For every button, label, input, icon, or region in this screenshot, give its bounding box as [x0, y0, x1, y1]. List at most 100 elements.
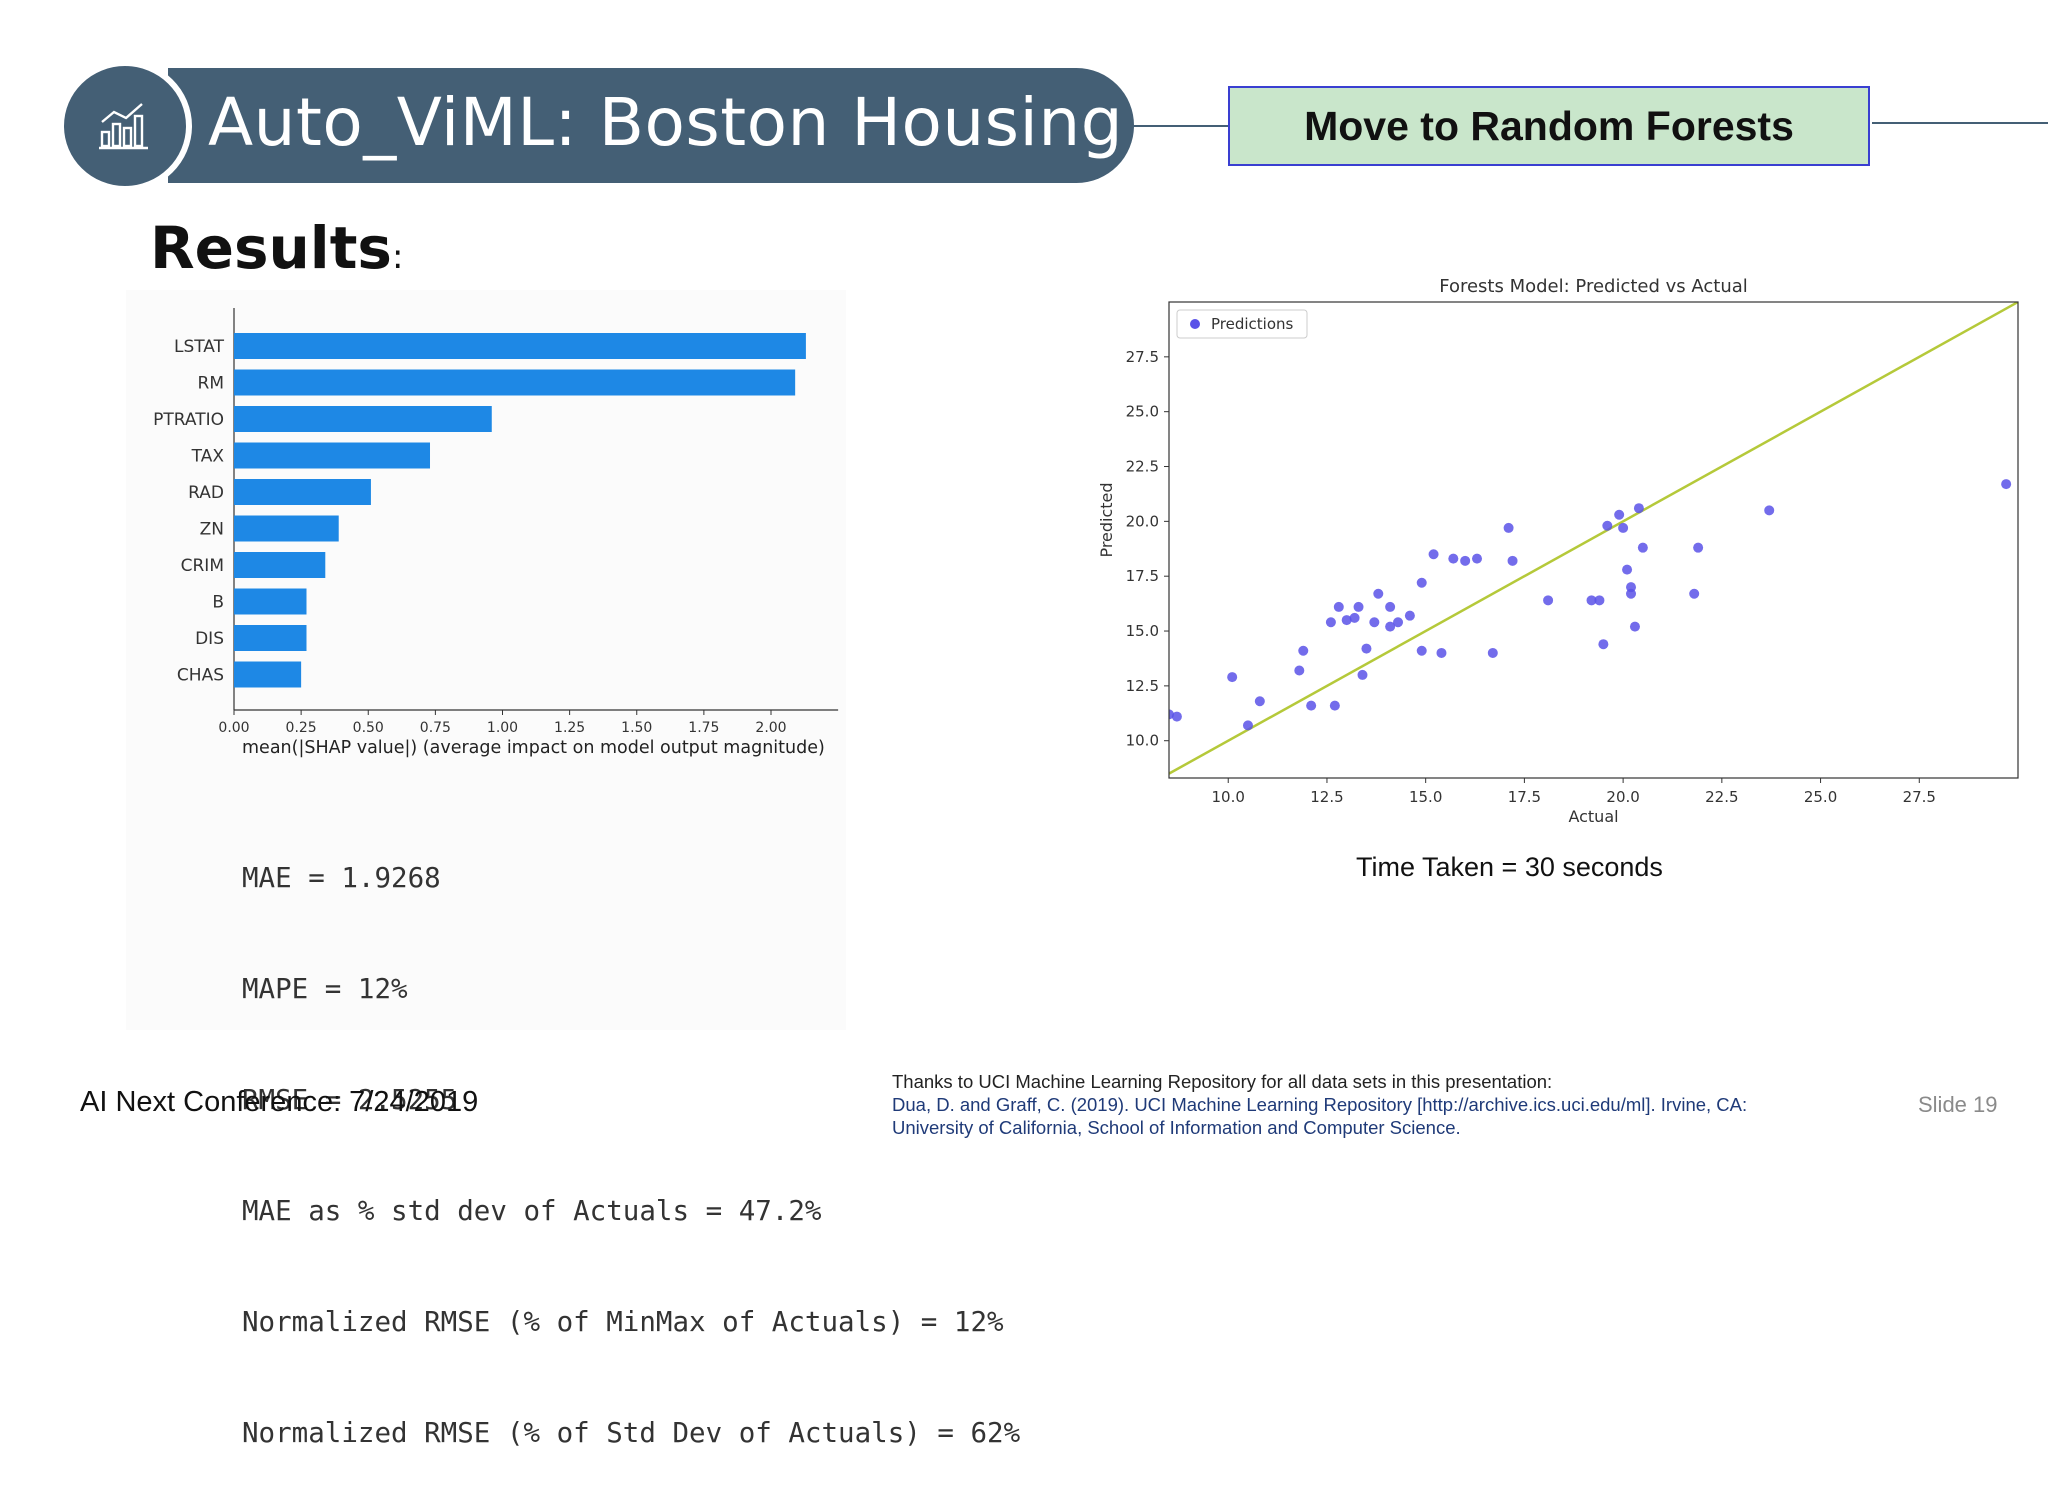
x-tick-label: 0.50	[353, 720, 384, 736]
prediction-point	[1385, 601, 1396, 612]
x-tick-label: 22.5	[1705, 788, 1738, 806]
prediction-point	[1393, 617, 1404, 628]
prediction-point	[1353, 601, 1364, 612]
reference-line	[1169, 302, 2018, 775]
credits-block: Thanks to UCI Machine Learning Repositor…	[892, 1070, 1747, 1139]
prediction-point	[1764, 505, 1775, 516]
x-tick-label: 27.5	[1903, 788, 1936, 806]
prediction-point	[1385, 621, 1396, 632]
x-tick-label: 1.25	[554, 720, 585, 736]
prediction-point	[2001, 479, 2012, 490]
x-tick-label: 17.5	[1508, 788, 1541, 806]
prediction-point	[1543, 595, 1554, 606]
credits-line: Thanks to UCI Machine Learning Repositor…	[892, 1071, 1553, 1092]
prediction-point	[1614, 509, 1625, 520]
y-tick-label: 20.0	[1126, 512, 1159, 530]
slide-number: Slide 19	[1918, 1092, 1998, 1117]
prediction-point	[1622, 564, 1633, 575]
prediction-point	[1227, 672, 1238, 683]
credits-line: University of California, School of Info…	[892, 1117, 1461, 1138]
prediction-point	[1602, 520, 1613, 531]
plot-frame	[1168, 301, 2019, 779]
prediction-point	[1361, 643, 1372, 654]
shap-bar	[234, 515, 339, 542]
prediction-point	[1487, 647, 1498, 658]
conference-footer: AI Next Conference: 7/24/2019	[80, 1086, 479, 1118]
prediction-point	[1333, 601, 1344, 612]
y-tick-label: 15.0	[1126, 622, 1159, 640]
x-tick-label: 0.75	[420, 720, 451, 736]
shap-bar	[234, 625, 307, 651]
prediction-point	[1618, 522, 1629, 533]
x-axis-label: Actual	[1568, 807, 1618, 826]
x-tick-label: 1.75	[688, 720, 719, 736]
prediction-point	[1586, 595, 1597, 606]
title-badge	[58, 60, 192, 192]
connector-line	[1134, 125, 1230, 127]
feature-label: B	[212, 593, 224, 613]
prediction-point	[1242, 720, 1253, 731]
prediction-point	[1689, 588, 1700, 599]
credits-line: Dua, D. and Graff, C. (2019). UCI Machin…	[892, 1094, 1748, 1115]
metric-rmse: RMSE = 2.5255	[242, 1084, 458, 1116]
prediction-point	[1460, 555, 1471, 566]
x-tick-label: 0.25	[286, 720, 317, 736]
move-to-random-forests-callout: Move to Random Forests	[1228, 86, 1870, 166]
page-title: Auto_ViML: Boston Housing	[208, 84, 1124, 161]
legend-label: Predictions	[1211, 315, 1294, 333]
prediction-point	[1357, 669, 1368, 680]
prediction-point	[1693, 542, 1704, 553]
x-tick-label: 1.00	[487, 720, 518, 736]
prediction-point	[1416, 645, 1427, 656]
x-tick-label: 25.0	[1804, 788, 1837, 806]
shap-bar	[234, 552, 326, 578]
prediction-point	[1472, 553, 1483, 564]
legend-box	[1176, 309, 1308, 339]
metric-nrmse-std: Normalized RMSE (% of Std Dev of Actuals…	[242, 1417, 1021, 1449]
prediction-point	[1294, 665, 1305, 676]
shap-bar	[234, 406, 492, 432]
legend-marker	[1190, 319, 1200, 329]
prediction-point	[1171, 711, 1182, 722]
metric-mae-pct-std: MAE as % std dev of Actuals = 47.2%	[242, 1195, 822, 1227]
y-axis-label: Predicted	[1097, 482, 1116, 557]
shap-bar	[234, 661, 302, 688]
y-tick-label: 17.5	[1126, 567, 1159, 585]
metric-nrmse-minmax: Normalized RMSE (% of MinMax of Actuals)…	[242, 1306, 1004, 1338]
connector-line	[1872, 122, 2048, 124]
prediction-point	[1325, 617, 1336, 628]
x-tick-label: 1.50	[621, 720, 652, 736]
results-heading-colon: :	[391, 237, 404, 277]
x-tick-label: 20.0	[1606, 788, 1639, 806]
prediction-point	[1369, 617, 1380, 628]
prediction-point	[1633, 503, 1644, 514]
prediction-point	[1416, 577, 1427, 588]
y-tick-label: 12.5	[1126, 677, 1159, 695]
results-heading: Results:	[150, 214, 403, 282]
feature-label: RM	[198, 374, 224, 394]
prediction-point	[1594, 595, 1605, 606]
feature-label: RAD	[188, 483, 224, 503]
feature-label: DIS	[195, 629, 224, 649]
chart-title: Forests Model: Predicted vs Actual	[1439, 276, 1748, 297]
feature-label: PTRATIO	[153, 410, 224, 430]
time-taken: Time Taken = 30 seconds	[1356, 852, 1663, 882]
y-tick-label: 22.5	[1126, 458, 1159, 476]
prediction-point	[1507, 555, 1518, 566]
prediction-point	[1629, 621, 1640, 632]
x-tick-label: 15.0	[1409, 788, 1442, 806]
prediction-point	[1349, 612, 1360, 623]
feature-label: LSTAT	[174, 337, 225, 357]
metric-mae: MAE = 1.9268	[242, 862, 441, 894]
prediction-point	[1298, 645, 1309, 656]
prediction-point	[1404, 610, 1415, 621]
feature-label: ZN	[200, 520, 224, 540]
prediction-point	[1254, 696, 1265, 707]
prediction-point	[1637, 542, 1648, 553]
prediction-point	[1436, 647, 1447, 658]
title-banner	[168, 68, 1134, 183]
feature-label: CHAS	[177, 666, 224, 686]
feature-label: CRIM	[181, 556, 224, 576]
results-heading-text: Results	[150, 214, 392, 282]
x-axis-label: mean(|SHAP value|) (average impact on mo…	[242, 738, 825, 758]
